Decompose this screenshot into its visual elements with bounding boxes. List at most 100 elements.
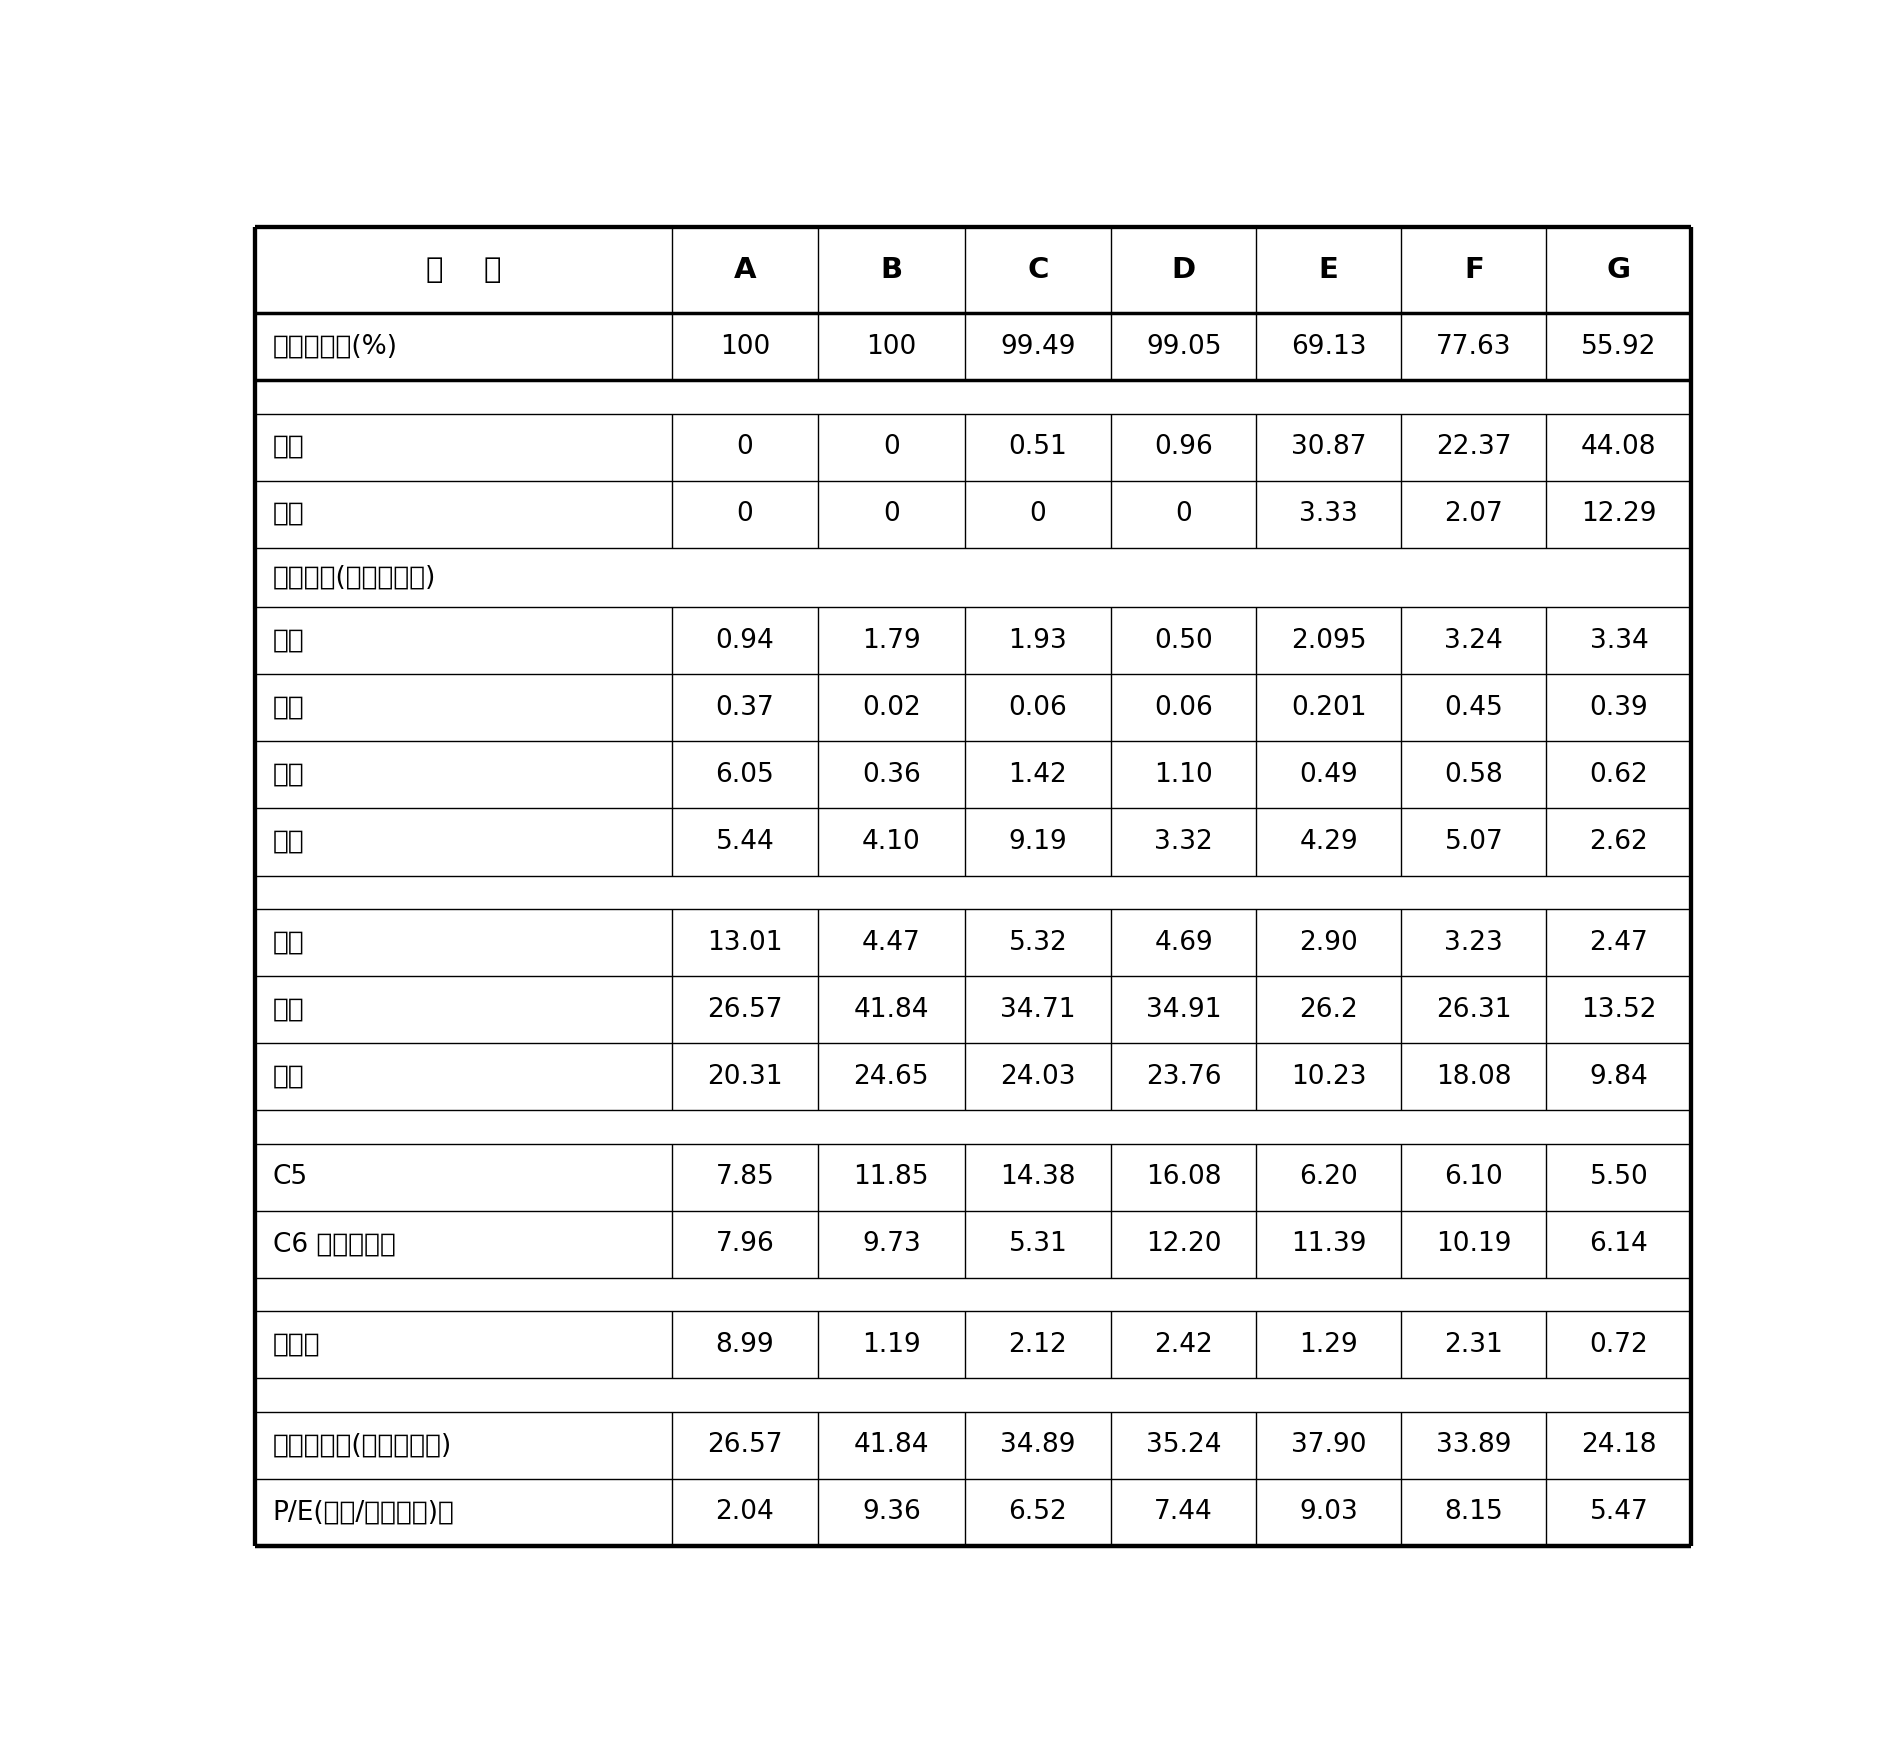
Text: 0.49: 0.49 <box>1298 762 1357 788</box>
Text: 3.32: 3.32 <box>1154 828 1213 855</box>
Text: 11.39: 11.39 <box>1291 1230 1367 1257</box>
Text: 4.10: 4.10 <box>862 828 921 855</box>
Text: 100: 100 <box>865 333 917 360</box>
Text: 1.10: 1.10 <box>1154 762 1213 788</box>
Text: 0.39: 0.39 <box>1589 695 1647 721</box>
Text: 2.07: 2.07 <box>1444 502 1503 526</box>
Text: 2.095: 2.095 <box>1291 628 1367 655</box>
Text: 4.47: 4.47 <box>862 930 921 955</box>
Text: 5.07: 5.07 <box>1444 828 1503 855</box>
Text: 12.20: 12.20 <box>1144 1230 1220 1257</box>
Text: P/E(丙烯/乙烯重量)比: P/E(丙烯/乙烯重量)比 <box>273 1499 454 1525</box>
Text: 99.05: 99.05 <box>1144 333 1220 360</box>
Text: E: E <box>1317 256 1338 284</box>
Text: 0.96: 0.96 <box>1154 433 1213 460</box>
Text: 乙烷: 乙烷 <box>273 695 304 721</box>
Text: 0.58: 0.58 <box>1444 762 1503 788</box>
Text: 9.84: 9.84 <box>1589 1064 1647 1090</box>
Text: 6.14: 6.14 <box>1589 1230 1647 1257</box>
Text: 20.31: 20.31 <box>706 1064 782 1090</box>
Text: 3.23: 3.23 <box>1444 930 1503 955</box>
Text: 0.51: 0.51 <box>1008 433 1067 460</box>
Text: 9.03: 9.03 <box>1298 1499 1357 1525</box>
Text: 69.13: 69.13 <box>1291 333 1367 360</box>
Text: 2.04: 2.04 <box>716 1499 774 1525</box>
Text: 丙烯: 丙烯 <box>273 997 304 1023</box>
Text: 0.06: 0.06 <box>1154 695 1213 721</box>
Text: 7.44: 7.44 <box>1154 1499 1213 1525</box>
Text: 33.89: 33.89 <box>1435 1432 1511 1458</box>
Text: 6.52: 6.52 <box>1008 1499 1067 1525</box>
Text: 26.57: 26.57 <box>706 997 782 1023</box>
Text: 26.57: 26.57 <box>706 1432 782 1458</box>
Text: 14.38: 14.38 <box>1000 1164 1074 1190</box>
Text: 0: 0 <box>736 433 754 460</box>
Text: 9.73: 9.73 <box>862 1230 921 1257</box>
Text: 2.12: 2.12 <box>1008 1332 1067 1358</box>
Text: C5: C5 <box>273 1164 307 1190</box>
Text: 2.31: 2.31 <box>1444 1332 1503 1358</box>
Text: 1.42: 1.42 <box>1008 762 1067 788</box>
Text: 丁烷: 丁烷 <box>273 828 304 855</box>
Text: 16.08: 16.08 <box>1144 1164 1220 1190</box>
Text: 0.37: 0.37 <box>716 695 774 721</box>
Text: 0.45: 0.45 <box>1444 695 1503 721</box>
Text: 0.94: 0.94 <box>716 628 774 655</box>
Text: 5.32: 5.32 <box>1008 930 1067 955</box>
Text: 芳香烃: 芳香烃 <box>273 1332 321 1358</box>
Text: 24.65: 24.65 <box>854 1064 928 1090</box>
Text: 100: 100 <box>719 333 769 360</box>
Text: 24.18: 24.18 <box>1581 1432 1655 1458</box>
Text: 99.49: 99.49 <box>1000 333 1074 360</box>
Text: 0: 0 <box>883 433 900 460</box>
Text: 7.96: 7.96 <box>716 1230 774 1257</box>
Text: 6.10: 6.10 <box>1444 1164 1503 1190</box>
Text: 甲醇: 甲醇 <box>273 433 304 460</box>
Text: 0.02: 0.02 <box>862 695 921 721</box>
Text: 4.29: 4.29 <box>1298 828 1357 855</box>
Text: 丙烷: 丙烷 <box>273 762 304 788</box>
Text: 35.24: 35.24 <box>1144 1432 1220 1458</box>
Text: 9.19: 9.19 <box>1008 828 1067 855</box>
Text: 0.06: 0.06 <box>1008 695 1067 721</box>
Text: C6 以上脂肪烃: C6 以上脂肪烃 <box>273 1230 395 1257</box>
Text: 7.85: 7.85 <box>716 1164 774 1190</box>
Text: 丙烯选择性(重量百分比): 丙烯选择性(重量百分比) <box>273 1432 452 1458</box>
Text: F: F <box>1463 256 1482 284</box>
Text: 0.50: 0.50 <box>1154 628 1213 655</box>
Text: 22.37: 22.37 <box>1435 433 1511 460</box>
Text: 41.84: 41.84 <box>854 997 928 1023</box>
Text: 77.63: 77.63 <box>1435 333 1511 360</box>
Text: 甲醇转化率(%): 甲醇转化率(%) <box>273 333 397 360</box>
Text: 1.93: 1.93 <box>1008 628 1067 655</box>
Text: 55.92: 55.92 <box>1581 333 1655 360</box>
Text: 2.47: 2.47 <box>1589 930 1647 955</box>
Text: 34.91: 34.91 <box>1144 997 1220 1023</box>
Text: D: D <box>1171 256 1196 284</box>
Text: 2.90: 2.90 <box>1298 930 1357 955</box>
Text: 6.05: 6.05 <box>716 762 774 788</box>
Text: 26.31: 26.31 <box>1435 997 1511 1023</box>
Text: 0.201: 0.201 <box>1291 695 1367 721</box>
Text: 26.2: 26.2 <box>1298 997 1357 1023</box>
Text: 9.36: 9.36 <box>862 1499 921 1525</box>
Text: 乙烯: 乙烯 <box>273 930 304 955</box>
Text: 3.34: 3.34 <box>1589 628 1647 655</box>
Text: 37.90: 37.90 <box>1291 1432 1367 1458</box>
Text: 8.99: 8.99 <box>716 1332 774 1358</box>
Text: 6.20: 6.20 <box>1298 1164 1357 1190</box>
Text: 0.36: 0.36 <box>862 762 921 788</box>
Text: 样    品: 样 品 <box>425 256 501 284</box>
Text: 12.29: 12.29 <box>1581 502 1655 526</box>
Text: 4.69: 4.69 <box>1154 930 1213 955</box>
Text: 5.47: 5.47 <box>1589 1499 1647 1525</box>
Text: 3.24: 3.24 <box>1444 628 1503 655</box>
Text: 8.15: 8.15 <box>1444 1499 1503 1525</box>
Text: 30.87: 30.87 <box>1291 433 1367 460</box>
Text: 2.42: 2.42 <box>1154 1332 1213 1358</box>
Text: C: C <box>1027 256 1048 284</box>
Text: 甲烷: 甲烷 <box>273 628 304 655</box>
Text: 5.50: 5.50 <box>1589 1164 1647 1190</box>
Text: 10.19: 10.19 <box>1435 1230 1511 1257</box>
Text: 11.85: 11.85 <box>854 1164 928 1190</box>
